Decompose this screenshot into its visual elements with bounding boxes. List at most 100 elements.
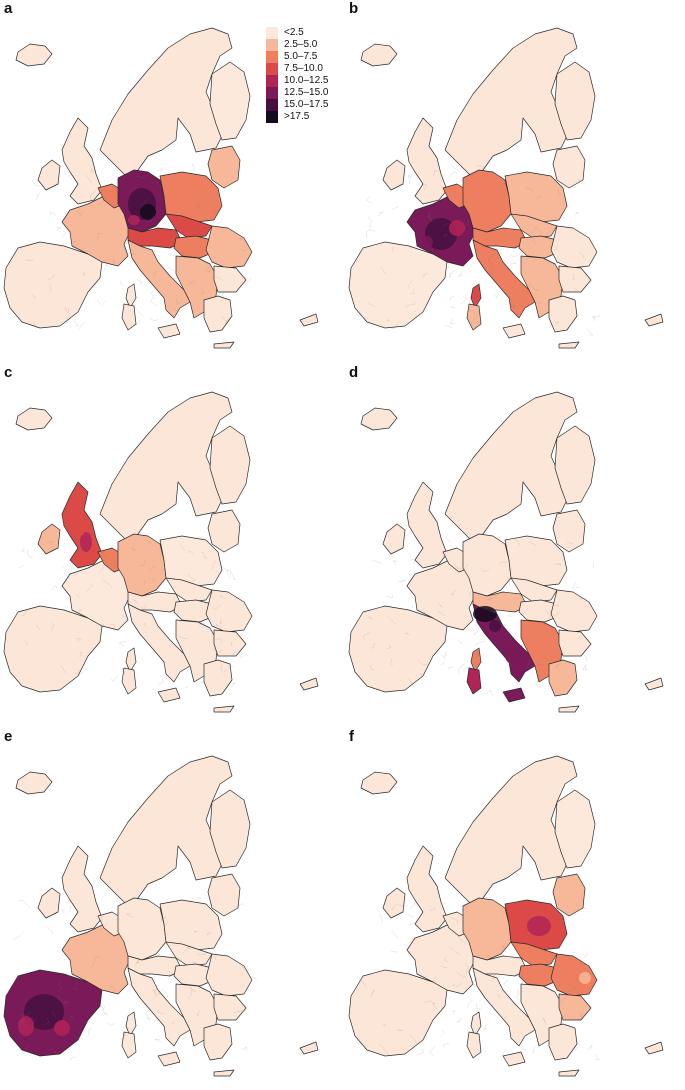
subregion-border [184,685,189,689]
subregion-border [198,950,207,956]
region-ireland [382,887,406,919]
europe-map-a [3,27,319,349]
subregion-border [457,640,462,645]
region-greece [203,295,233,333]
subregion-border [67,308,71,318]
hotspot-region [128,215,140,225]
subregion-border [244,277,251,286]
subregion-border [554,175,558,178]
subregion-border [582,663,588,670]
subregion-border [85,174,92,184]
subregion-border [475,664,479,670]
subregion-border [50,1047,56,1054]
region-bulgaria [558,265,592,293]
subregion-border [125,237,131,245]
subregion-border [103,264,111,272]
region-italy [472,967,536,1047]
region-corsica [470,283,482,309]
subregion-border [81,663,88,671]
region-bulgaria [213,993,247,1021]
subregion-border [25,259,34,261]
subregion-border [391,245,394,253]
subregion-border [124,1024,133,1035]
subregion-border [485,690,493,696]
subregion-border [545,610,551,621]
subregion-border [592,560,595,568]
subregion-border [123,1030,128,1037]
legend-label: >17.5 [284,111,310,122]
subregion-border [429,906,436,911]
subregion-border [549,611,561,616]
subregion-border [83,932,89,936]
subregion-border [560,993,567,1003]
subregion-border [531,913,538,922]
region-czsk [510,577,558,603]
legend-label: 12.5–15.0 [284,87,329,98]
subregion-border [442,221,450,227]
region-sicily [157,687,181,703]
subregion-border [464,219,470,229]
subregion-border [201,234,206,241]
subregion-border [138,558,145,566]
subregion-border [51,585,58,591]
subregion-border [476,1003,482,1009]
subregion-border [591,316,595,322]
subregion-border [441,651,446,659]
europe-map-b [348,27,664,349]
region-sardinia [466,1031,482,1059]
subregion-border [390,658,394,667]
subregion-border [470,311,478,318]
region-sardinia [466,303,482,331]
subregion-border [457,935,466,944]
subregion-border [177,635,188,639]
subregion-border [216,638,223,643]
subregion-border [50,622,54,631]
subregion-border [493,294,498,299]
legend-swatch [266,63,278,75]
subregion-border [57,980,61,987]
subregion-border [168,267,177,274]
subregion-border [418,562,424,568]
legend-label: 15.0–17.5 [284,99,329,110]
subregion-border [21,1018,29,1029]
region-germany [462,897,512,961]
region-cyprus [644,677,664,691]
subregion-border [397,1029,404,1031]
subregion-border [449,164,460,172]
subregion-border [113,258,115,265]
subregion-border [543,1018,546,1025]
subregion-border [36,193,40,201]
region-iberia [348,605,448,693]
subregion-border [180,544,185,551]
subregion-border [102,623,105,629]
subregion-border [515,972,523,980]
map-panel-e: e [0,728,340,1088]
subregion-border [241,1046,247,1051]
region-iceland [15,771,53,795]
region-poland [504,171,568,223]
region-cyprus [299,1041,319,1055]
subregion-border [423,183,428,191]
region-cyprus [644,1041,664,1055]
region-romania [205,953,253,997]
subregion-border [200,681,206,684]
legend-swatch [266,75,278,87]
region-italy [472,603,536,683]
subregion-border [532,258,538,263]
subregion-border [162,989,169,998]
subregion-border [77,594,81,599]
subregion-border [592,315,600,318]
subregion-border [187,281,193,286]
subregion-border [379,913,383,924]
subregion-border [503,979,509,986]
subregion-border [220,619,222,624]
subregion-border [97,233,102,240]
subregion-border [107,1022,115,1026]
subregion-border [154,1038,162,1043]
subregion-border [554,605,560,607]
subregion-border [230,682,236,688]
subregion-border [469,978,478,983]
subregion-border [64,307,68,314]
subregion-border [66,317,70,324]
subregion-border [571,951,577,956]
